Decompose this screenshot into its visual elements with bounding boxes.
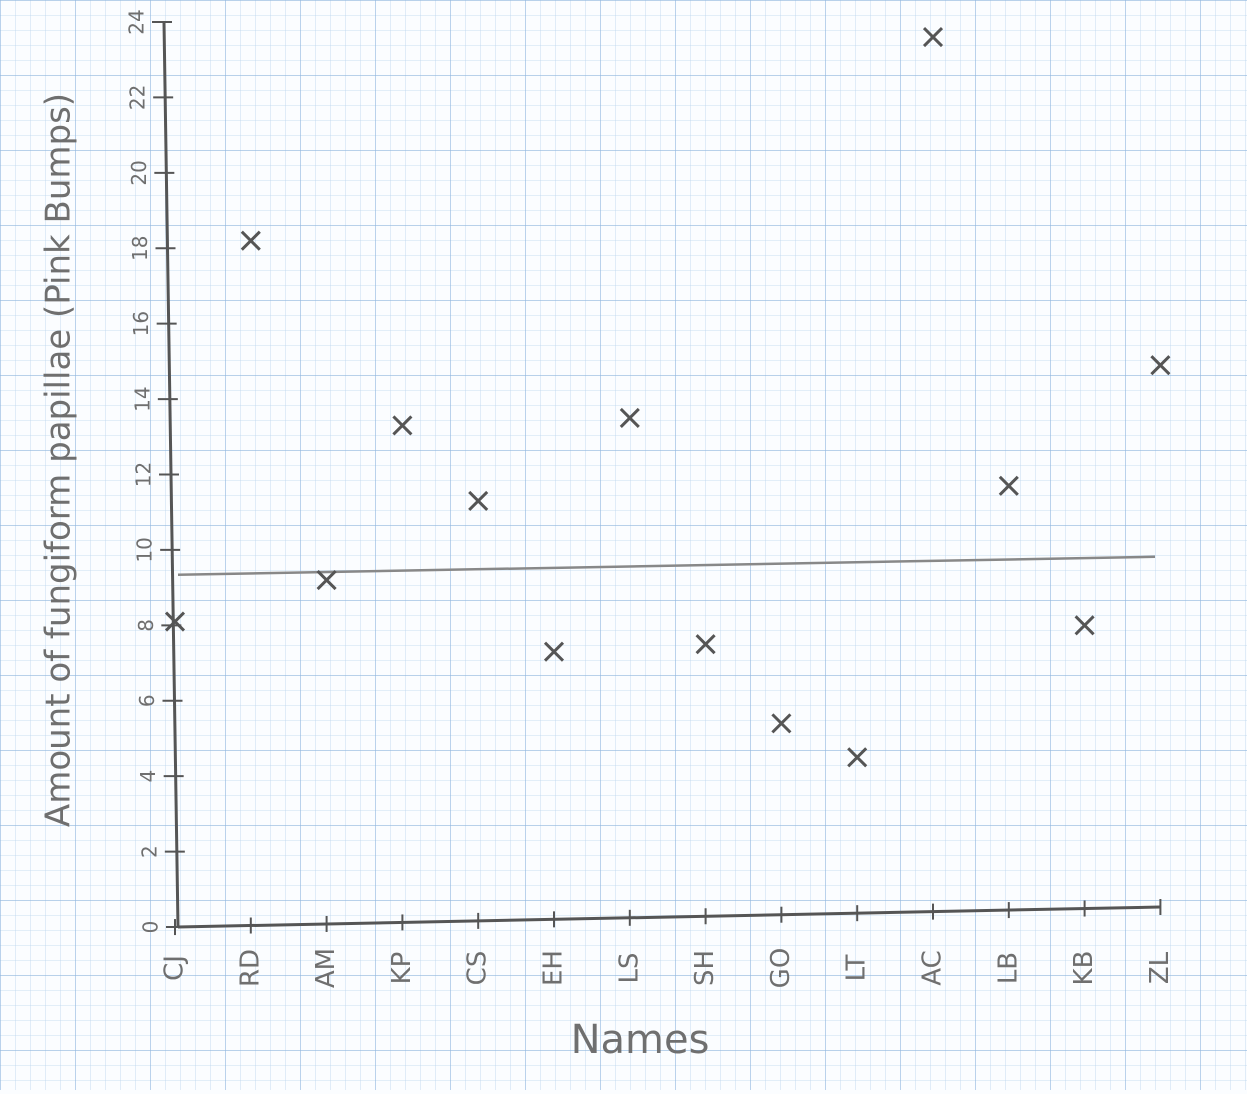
chart: Amount of fungiform papillae (Pink Bumps… — [0, 0, 1247, 1090]
y-tick-label: 20 — [127, 160, 151, 185]
x-tick-label: LS — [614, 953, 644, 984]
x-tick-label: AC — [918, 950, 948, 985]
x-tick-label: SH — [690, 950, 720, 986]
y-tick-label: 4 — [136, 770, 160, 783]
x-tick-label: EH — [539, 950, 569, 986]
y-tick-label: 24 — [125, 9, 149, 34]
y-tick-label: 2 — [137, 845, 161, 858]
y-tick-label: 0 — [139, 921, 163, 934]
y-tick-label: 12 — [132, 462, 156, 487]
y-tick-label: 14 — [130, 386, 154, 411]
x-tick-label: CS — [463, 951, 493, 986]
x-tick-label: KP — [387, 952, 417, 985]
x-tick-label: ZL — [1145, 951, 1175, 984]
y-axis-label: Amount of fungiform papillae (Pink Bumps… — [39, 93, 79, 827]
x-axis-label: Names — [571, 1017, 710, 1063]
y-tick-label: 8 — [134, 619, 158, 632]
x-tick-label: LT — [842, 954, 872, 981]
y-tick-label: 18 — [128, 236, 152, 261]
y-tick-label: 16 — [129, 311, 153, 336]
x-tick-label: KB — [1069, 951, 1099, 986]
x-tick-label: AM — [311, 948, 341, 988]
x-tick-label: GO — [766, 948, 796, 989]
x-tick-label: CJ — [160, 955, 190, 981]
x-tick-label: RD — [235, 949, 265, 987]
y-tick-label: 6 — [135, 694, 159, 707]
y-tick-label: 10 — [133, 537, 157, 562]
x-tick-label: LB — [993, 952, 1023, 984]
y-tick-label: 22 — [126, 85, 150, 110]
